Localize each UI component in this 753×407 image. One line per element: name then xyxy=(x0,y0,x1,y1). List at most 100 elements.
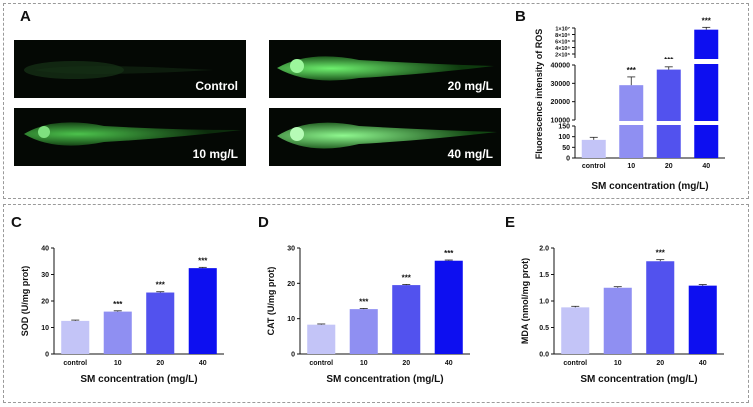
bar-20 xyxy=(392,285,421,354)
fish-image-40-art xyxy=(277,122,497,149)
bar-40 xyxy=(688,285,717,354)
panel-label-c: C xyxy=(11,214,22,231)
fish-image-control: Control xyxy=(14,40,246,98)
significance-mark: *** xyxy=(359,297,369,306)
y-tick-label: 150 xyxy=(558,124,570,131)
bar-control xyxy=(61,320,90,354)
x-tick-label: 10 xyxy=(114,360,122,367)
y-tick-label: 0 xyxy=(45,352,49,359)
significance-mark: *** xyxy=(156,281,166,290)
y-tick-label: 1.5 xyxy=(539,272,549,279)
significance-mark: *** xyxy=(402,273,412,282)
x-tick-label: 10 xyxy=(360,360,368,367)
x-tick-label: 40 xyxy=(199,360,207,367)
x-tick-label: 20 xyxy=(665,163,673,170)
y-tick-label: 40000 xyxy=(551,63,571,70)
fish-image-10: 10 mg/L xyxy=(14,108,246,166)
bar-20 xyxy=(656,69,681,158)
x-tick-label: 20 xyxy=(402,360,410,367)
y-tick-label: 20 xyxy=(41,299,49,306)
bottom-panel-frame xyxy=(3,204,749,403)
panel-label-d: D xyxy=(258,214,269,231)
x-tick-label: 40 xyxy=(699,360,707,367)
bar-10 xyxy=(103,311,132,354)
bar-control xyxy=(581,139,606,158)
x-axis-title: SM concentration (mg/L) xyxy=(580,374,697,385)
y-tick-label: 20 xyxy=(287,281,295,288)
y-tick-label: 6×10⁶ xyxy=(555,40,570,46)
y-tick-label: 100 xyxy=(558,134,570,141)
y-tick-label: 2×10⁶ xyxy=(555,53,570,59)
y-axis-title: CAT (U/mg prot) xyxy=(266,267,276,336)
bar-10 xyxy=(349,309,378,354)
y-tick-label: 30000 xyxy=(551,81,571,88)
fish-image-control-art xyxy=(24,61,214,79)
fish-image-20: 20 mg/L xyxy=(269,40,501,98)
y-tick-label: 0.5 xyxy=(539,325,549,332)
significance-mark: *** xyxy=(627,66,637,75)
y-tick-label: 10000 xyxy=(551,118,571,125)
bar-40 xyxy=(694,29,719,158)
y-tick-label: 10 xyxy=(41,325,49,332)
y-tick-label: 0 xyxy=(291,352,295,359)
bar-40 xyxy=(434,260,463,354)
y-tick-label: 20000 xyxy=(551,99,571,106)
bar-20 xyxy=(146,292,175,354)
axis-break-gap xyxy=(576,121,726,125)
fish-image-20-art xyxy=(277,56,494,81)
x-tick-label: control xyxy=(582,163,606,170)
y-tick-label: 50 xyxy=(562,145,570,152)
y-tick-label: 40 xyxy=(41,246,49,253)
y-tick-label: 30 xyxy=(287,246,295,253)
y-axis-title: SOD (U/mg prot) xyxy=(20,266,30,337)
x-tick-label: control xyxy=(563,360,587,367)
panel-label-a: A xyxy=(20,8,31,25)
y-tick-label: 0 xyxy=(566,156,570,163)
axis-break-gap xyxy=(576,59,726,64)
bar-20 xyxy=(646,261,675,354)
x-tick-label: 20 xyxy=(656,360,664,367)
fish-image-10-art xyxy=(24,122,242,146)
y-tick-label: 10 xyxy=(287,316,295,323)
y-tick-label: 0.0 xyxy=(539,352,549,359)
significance-mark: *** xyxy=(198,256,208,265)
y-tick-label: 1.0 xyxy=(539,299,549,306)
panel-label-b: B xyxy=(515,8,526,25)
x-tick-label: 10 xyxy=(614,360,622,367)
x-tick-label: 40 xyxy=(702,163,710,170)
y-axis-title: MDA (nmol/mg prot) xyxy=(520,258,530,344)
x-axis-title: SM concentration (mg/L) xyxy=(591,181,708,192)
significance-mark: *** xyxy=(656,249,666,258)
y-axis-title: Fluorescence intensity of ROS xyxy=(534,29,544,160)
fish-label-40: 40 mg/L xyxy=(447,147,493,161)
x-axis-title: SM concentration (mg/L) xyxy=(326,374,443,385)
fish-label-20: 20 mg/L xyxy=(447,79,493,93)
significance-mark: *** xyxy=(702,16,712,25)
x-tick-label: 20 xyxy=(156,360,164,367)
x-tick-label: 40 xyxy=(445,360,453,367)
y-tick-label: 8×10⁶ xyxy=(555,33,570,39)
bar-control xyxy=(561,307,590,354)
fish-label-10: 10 mg/L xyxy=(192,147,238,161)
top-panel-frame xyxy=(3,3,749,199)
x-axis-title: SM concentration (mg/L) xyxy=(80,374,197,385)
x-tick-label: control xyxy=(63,360,87,367)
x-tick-label: control xyxy=(309,360,333,367)
y-tick-label: 1×10⁷ xyxy=(555,27,570,33)
panel-label-e: E xyxy=(505,214,516,231)
bar-40 xyxy=(188,268,217,354)
y-tick-label: 2.0 xyxy=(539,246,549,253)
bar-10 xyxy=(603,287,632,354)
bar-control xyxy=(307,324,336,354)
y-tick-label: 4×10⁶ xyxy=(555,46,570,52)
significance-mark: *** xyxy=(444,249,454,258)
x-tick-label: 10 xyxy=(627,163,635,170)
fish-label-control: Control xyxy=(195,79,238,93)
significance-mark: *** xyxy=(113,300,123,309)
y-tick-label: 30 xyxy=(41,272,49,279)
fish-image-40: 40 mg/L xyxy=(269,108,501,166)
